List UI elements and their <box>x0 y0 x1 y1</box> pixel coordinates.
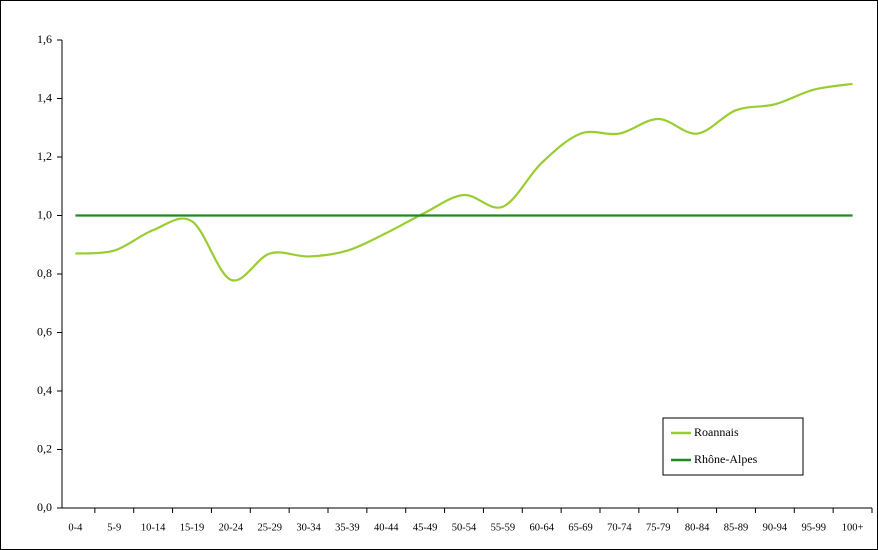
y-tick-label: 1,4 <box>37 90 52 104</box>
x-tick-label: 55-59 <box>491 522 516 533</box>
x-tick-label: 85-89 <box>724 522 749 533</box>
x-tick-label: 100+ <box>842 522 864 533</box>
x-tick-label: 25-29 <box>257 522 282 533</box>
y-tick-label: 1,0 <box>37 207 52 221</box>
x-tick-label: 40-44 <box>374 522 399 533</box>
y-tick-label: 0,2 <box>37 441 52 455</box>
x-tick-label: 30-34 <box>296 522 321 533</box>
x-tick-label: 80-84 <box>685 522 710 533</box>
x-tick-label: 95-99 <box>801 522 826 533</box>
y-tick-label: 0,0 <box>37 500 52 514</box>
y-tick-label: 1,2 <box>37 149 52 163</box>
line-series <box>75 82 853 282</box>
x-tick-label: 65-69 <box>568 522 593 533</box>
x-tick-label: 50-54 <box>452 522 477 533</box>
y-tick-label: 1,6 <box>37 32 52 46</box>
y-tick-label: 0,6 <box>37 324 52 338</box>
x-tick-label: 75-79 <box>646 522 671 533</box>
y-tick-label: 0,8 <box>37 266 52 280</box>
legend-label: Rhône-Alpes <box>694 452 758 466</box>
legend-label: Roannais <box>694 425 739 439</box>
legend-box <box>662 417 804 476</box>
legend: Roannais Rhône-Alpes <box>662 417 804 476</box>
x-tick-label: 5-9 <box>107 522 121 533</box>
x-tick-label: 90-94 <box>763 522 788 533</box>
x-tick-label: 35-39 <box>335 522 360 533</box>
x-tick-label: 10-14 <box>141 522 166 533</box>
x-tick-label: 15-19 <box>180 522 205 533</box>
x-tick-label: 70-74 <box>607 522 632 533</box>
x-tick-label: 45-49 <box>413 522 438 533</box>
x-tick-label: 60-64 <box>529 522 554 533</box>
y-tick-label: 0,4 <box>37 383 52 397</box>
x-tick-label: 0-4 <box>68 522 83 533</box>
x-tick-label: 20-24 <box>219 522 244 533</box>
